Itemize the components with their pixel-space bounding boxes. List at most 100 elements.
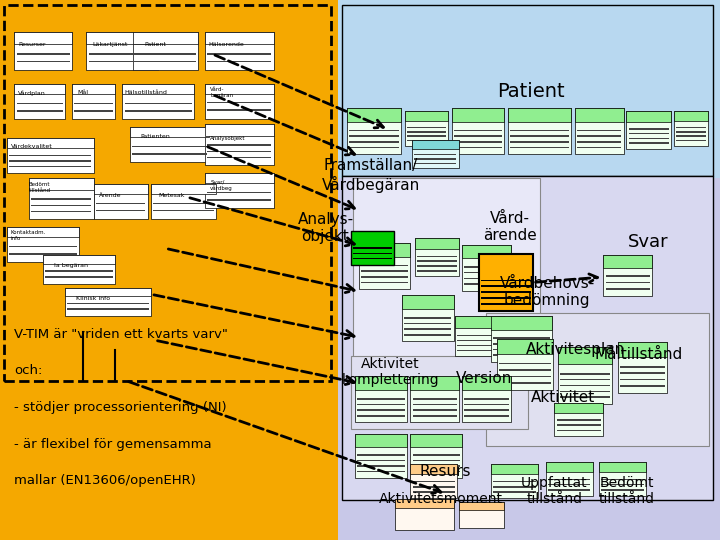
Bar xyxy=(357,409,405,411)
Bar xyxy=(404,334,451,335)
Bar xyxy=(557,424,601,426)
Bar xyxy=(207,157,271,158)
FancyBboxPatch shape xyxy=(626,111,671,122)
Text: - är flexibel för gemensamma: - är flexibel för gemensamma xyxy=(14,437,212,451)
FancyBboxPatch shape xyxy=(491,316,552,329)
FancyBboxPatch shape xyxy=(205,32,274,44)
FancyBboxPatch shape xyxy=(674,111,708,122)
Bar xyxy=(629,133,669,134)
FancyBboxPatch shape xyxy=(151,184,216,194)
Bar xyxy=(481,303,531,305)
Bar xyxy=(9,155,91,157)
Bar xyxy=(45,276,113,278)
Bar xyxy=(464,398,509,400)
FancyBboxPatch shape xyxy=(205,84,274,119)
FancyBboxPatch shape xyxy=(359,243,410,289)
Bar xyxy=(31,211,91,212)
Bar xyxy=(557,419,601,421)
Bar xyxy=(417,260,457,262)
Bar xyxy=(361,281,408,283)
Text: Hälsotillstånd: Hälsotillstånd xyxy=(125,91,168,96)
Text: Svar: Svar xyxy=(628,233,668,251)
Bar xyxy=(464,415,509,416)
Bar xyxy=(499,363,551,364)
FancyBboxPatch shape xyxy=(14,32,72,44)
Text: Måltillstånd: Måltillstånd xyxy=(595,347,683,362)
FancyBboxPatch shape xyxy=(618,342,667,357)
Bar xyxy=(207,61,271,63)
FancyBboxPatch shape xyxy=(554,403,603,413)
Bar xyxy=(413,398,457,400)
Text: - stödjer processorientering (NI): - stödjer processorientering (NI) xyxy=(14,401,227,414)
Text: Analys-
objekt: Analys- objekt xyxy=(297,212,354,245)
Text: Klinisk info: Klinisk info xyxy=(76,296,109,301)
Bar xyxy=(454,130,502,131)
Bar xyxy=(577,135,621,137)
Bar xyxy=(96,210,145,212)
FancyBboxPatch shape xyxy=(29,178,94,219)
Bar xyxy=(413,415,457,416)
Bar xyxy=(577,146,621,148)
Bar xyxy=(407,127,446,129)
FancyBboxPatch shape xyxy=(558,347,612,404)
FancyBboxPatch shape xyxy=(405,111,448,146)
FancyBboxPatch shape xyxy=(130,127,209,137)
Bar xyxy=(577,130,621,131)
Bar xyxy=(207,110,271,111)
Bar xyxy=(481,286,531,287)
FancyBboxPatch shape xyxy=(412,140,459,168)
Bar xyxy=(31,205,91,206)
FancyBboxPatch shape xyxy=(355,376,407,422)
Text: Läkartjänst: Läkartjänst xyxy=(92,42,127,47)
FancyBboxPatch shape xyxy=(7,138,94,148)
FancyBboxPatch shape xyxy=(205,173,274,184)
FancyBboxPatch shape xyxy=(151,184,216,219)
FancyBboxPatch shape xyxy=(410,464,457,498)
Bar xyxy=(135,61,196,63)
FancyBboxPatch shape xyxy=(122,84,194,119)
Bar xyxy=(361,276,408,278)
Text: Resurs: Resurs xyxy=(419,464,471,480)
Bar xyxy=(499,369,551,371)
Bar xyxy=(454,146,502,148)
FancyBboxPatch shape xyxy=(412,140,459,149)
FancyBboxPatch shape xyxy=(359,243,410,256)
Bar xyxy=(454,141,502,143)
Bar xyxy=(499,375,551,377)
FancyBboxPatch shape xyxy=(205,84,274,94)
Bar xyxy=(407,131,446,133)
FancyBboxPatch shape xyxy=(7,138,94,173)
Bar xyxy=(481,280,531,281)
Text: V-TIM är "vriden ett kvarts varv": V-TIM är "vriden ett kvarts varv" xyxy=(14,327,228,341)
FancyBboxPatch shape xyxy=(546,462,593,472)
Bar xyxy=(96,202,145,204)
FancyBboxPatch shape xyxy=(462,376,511,422)
Bar xyxy=(417,265,457,267)
FancyBboxPatch shape xyxy=(402,295,454,309)
FancyBboxPatch shape xyxy=(395,499,454,530)
Bar xyxy=(17,103,63,104)
Text: Värdekvalitet: Värdekvalitet xyxy=(11,145,53,150)
Bar xyxy=(454,135,502,137)
Bar xyxy=(629,142,669,144)
Bar xyxy=(548,489,590,490)
Text: Bedömt
tillstånd: Bedömt tillstånd xyxy=(29,182,50,193)
Bar xyxy=(493,354,550,356)
Bar xyxy=(413,409,457,411)
Bar xyxy=(676,140,706,141)
Text: Aktivitetsmoment: Aktivitetsmoment xyxy=(379,492,503,507)
Bar xyxy=(464,278,509,279)
Bar xyxy=(601,478,644,480)
FancyBboxPatch shape xyxy=(486,313,709,446)
Bar xyxy=(207,53,271,55)
Bar xyxy=(361,270,408,272)
Bar xyxy=(676,136,706,137)
Bar xyxy=(510,146,569,148)
Bar xyxy=(557,429,601,431)
Bar xyxy=(499,382,551,383)
FancyBboxPatch shape xyxy=(351,356,528,429)
FancyBboxPatch shape xyxy=(410,434,462,447)
FancyBboxPatch shape xyxy=(410,376,459,422)
Bar xyxy=(629,138,669,139)
Text: Aktivitesplan: Aktivitesplan xyxy=(526,342,626,357)
